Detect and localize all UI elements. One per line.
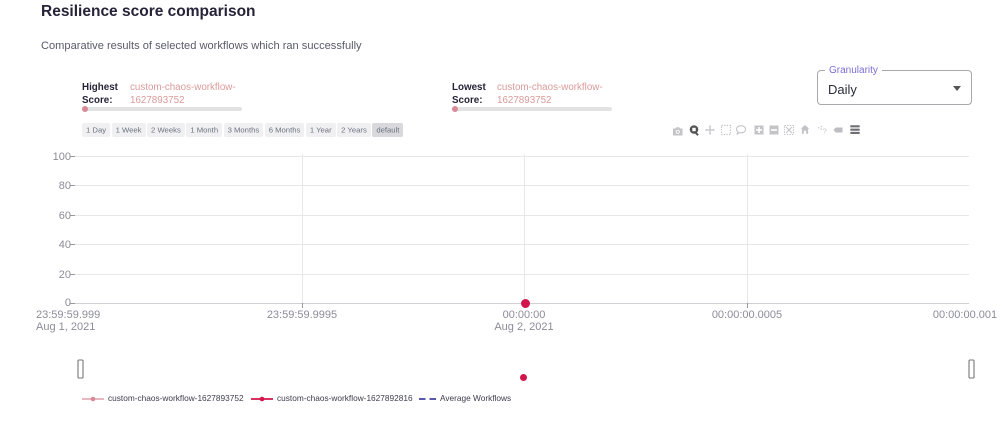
svg-text:?: ? xyxy=(823,127,827,136)
